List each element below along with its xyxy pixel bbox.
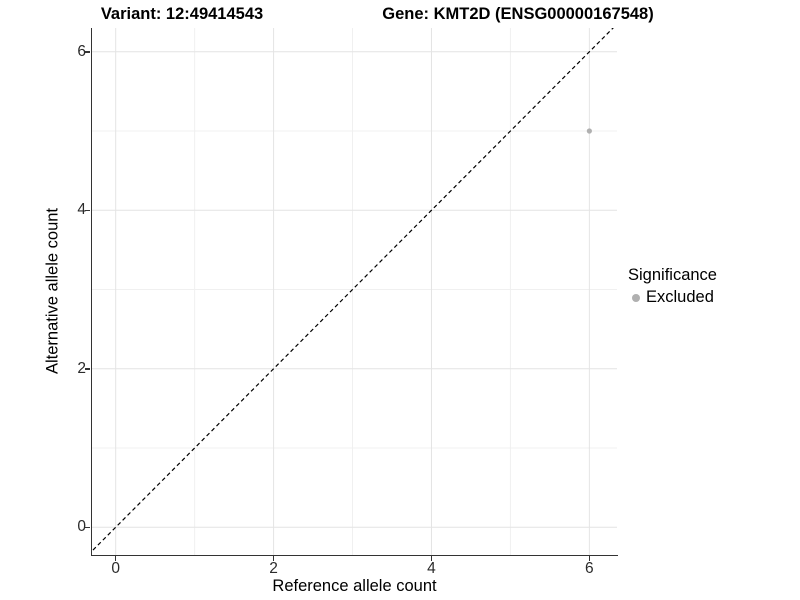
identity-dashed-line: [92, 28, 614, 552]
legend: Significance Excluded: [628, 266, 717, 307]
legend-key-dot-icon: [632, 293, 640, 302]
x-tick-label-2: 2: [269, 560, 278, 577]
y-tick-mark-2: [85, 368, 90, 370]
y-tick-label-6: 6: [77, 42, 86, 60]
variant-title: Variant: 12:49414543: [100, 5, 264, 23]
x-tick-label-4: 4: [427, 560, 436, 577]
data-point-excluded-6-5: [586, 128, 592, 134]
y-tick-mark-6: [85, 51, 90, 53]
gene-title: Gene: KMT2D (ENSG00000167548): [382, 5, 654, 23]
legend-entry-label: Excluded: [646, 288, 714, 306]
y-tick-label-2: 2: [77, 359, 86, 377]
y-tick-mark-0: [85, 526, 90, 528]
x-axis-line: [90, 554, 618, 556]
x-tick-label-0: 0: [111, 560, 120, 577]
x-tick-mark-6: [588, 556, 591, 561]
y-axis-line: [90, 28, 92, 556]
legend-entry-excluded: Excluded: [628, 288, 717, 307]
y-axis-title: Alternative allele count: [43, 207, 62, 375]
y-tick-label-0: 0: [77, 518, 86, 536]
x-tick-mark-0: [114, 556, 117, 561]
x-axis-title: Reference allele count: [272, 577, 437, 595]
x-tick-label-6: 6: [585, 560, 594, 577]
plot-area-svg: [92, 28, 617, 555]
x-tick-mark-4: [430, 556, 433, 561]
legend-title: Significance: [628, 266, 717, 284]
y-tick-mark-4: [85, 209, 90, 212]
y-tick-label-4: 4: [77, 201, 86, 219]
plot-panel: [92, 28, 617, 555]
x-tick-mark-2: [272, 556, 275, 561]
